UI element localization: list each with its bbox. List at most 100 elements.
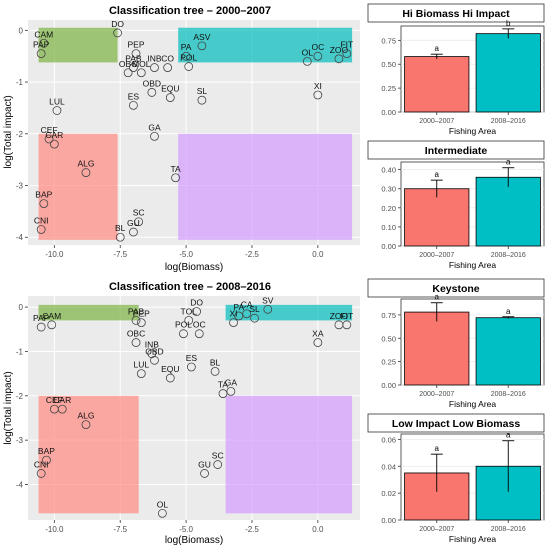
data-point xyxy=(136,318,146,328)
data-point xyxy=(218,389,228,398)
y-tick-label: -2 xyxy=(16,130,24,139)
x-tick-label: 2000–2007 xyxy=(419,118,454,125)
tree-regions xyxy=(38,27,353,240)
data-point-label: OL xyxy=(157,499,169,509)
y-tick-label: -3 xyxy=(16,436,24,445)
y-tick-label: -1 xyxy=(16,78,24,87)
y-tick-label: 0.40 xyxy=(381,166,396,175)
chart-title: Classification tree – 2000–2007 xyxy=(109,5,271,17)
significance-letter: b xyxy=(506,19,511,28)
bar-panel: Keystone 0.00 0.25 0.50 0.75 a 2000–2007 a 2008–… xyxy=(367,278,545,409)
data-point xyxy=(184,315,194,325)
bar-panel: Intermediate 0.00 0.10 0.20 0.30 0.40 a 2000–20… xyxy=(367,140,545,270)
data-point xyxy=(334,54,344,64)
data-point-label: GU xyxy=(198,459,211,469)
y-tick-label: -4 xyxy=(16,481,24,490)
data-point-label: TA xyxy=(170,164,181,174)
data-point-label: EQU xyxy=(161,364,179,374)
y-tick-label: 0.00 xyxy=(381,381,396,390)
x-tick-label: 0.0 xyxy=(312,525,324,534)
tree-region xyxy=(225,304,353,321)
x-tick-label: 2000–2007 xyxy=(419,252,454,259)
y-tick-label: 0.00 xyxy=(381,108,396,117)
chart-title: Hi Biomass Hi Impact xyxy=(402,8,510,20)
data-point-label: CAR xyxy=(45,130,63,140)
data-point xyxy=(165,93,175,102)
y-tick-label: 0.25 xyxy=(381,358,396,367)
data-point-label: PAB xyxy=(128,306,145,316)
data-point xyxy=(136,369,146,379)
data-point xyxy=(134,217,144,227)
y-tick-label: -3 xyxy=(16,182,24,191)
data-point-label: GA xyxy=(148,122,161,132)
data-point xyxy=(263,304,273,314)
x-tick-label: -10.0 xyxy=(45,525,64,534)
x-tick-label: 2000–2007 xyxy=(419,526,454,533)
bar xyxy=(475,33,541,113)
y-tick-label: 0.30 xyxy=(381,185,396,194)
data-point-label: CAM xyxy=(42,311,61,321)
data-point xyxy=(234,311,244,321)
data-point-label: CEF xyxy=(46,395,63,405)
data-point-label: ZOO xyxy=(330,45,349,55)
data-point-label: POL xyxy=(175,320,192,330)
data-point-label: BL xyxy=(115,223,126,233)
data-point xyxy=(197,41,207,51)
data-point xyxy=(213,460,223,469)
data-point-label: CNI xyxy=(34,459,49,469)
data-point xyxy=(42,455,51,465)
data-point xyxy=(147,88,157,97)
data-point xyxy=(150,63,159,72)
data-point xyxy=(342,49,352,59)
data-point xyxy=(81,168,91,177)
chart-title: Low Impact Low Biomass xyxy=(392,418,521,430)
x-tick-label: -5.0 xyxy=(179,250,193,259)
x-axis-label: log(Biomass) xyxy=(165,535,223,546)
significance-letter: a xyxy=(435,293,440,302)
data-point-label: LUL xyxy=(134,360,150,370)
y-tick-label: 0.10 xyxy=(381,223,396,232)
data-point-label: CA xyxy=(241,300,253,310)
panel-title-box xyxy=(367,140,545,160)
data-point-label: ALG xyxy=(77,159,94,169)
y-tick-label: 0.50 xyxy=(381,60,396,69)
data-point-label: BAP xyxy=(35,190,52,200)
data-point xyxy=(36,469,46,478)
y-tick-label: 0.00 xyxy=(381,242,396,251)
data-point xyxy=(313,51,323,61)
data-point xyxy=(123,68,133,78)
data-point xyxy=(210,367,220,376)
data-point-label: CEF xyxy=(41,125,58,135)
chart-title: Keystone xyxy=(432,283,479,295)
data-point xyxy=(150,355,159,365)
data-point xyxy=(186,362,196,372)
data-point-label: PA xyxy=(181,42,192,52)
significance-letter: a xyxy=(506,307,511,316)
data-point-label: LUL xyxy=(49,97,65,107)
data-point xyxy=(242,309,252,319)
data-point-label: OBC xyxy=(127,329,145,339)
data-point-label: PEP xyxy=(128,40,145,50)
data-point-label: SC xyxy=(133,208,145,218)
data-point-label: XI xyxy=(230,309,238,319)
data-point-label: ES xyxy=(128,91,140,101)
bar xyxy=(404,188,470,247)
x-tick-labels: -10.0 -7.5 -5.0 -2.5 0.0 xyxy=(45,520,324,534)
x-axis-label: Fishing Area xyxy=(449,399,497,409)
data-point-label: XA xyxy=(312,329,324,339)
data-point-label: XI xyxy=(314,81,322,91)
significance-letter: a xyxy=(435,44,440,53)
y-tick-label: 0.02 xyxy=(381,489,396,498)
data-point-label: PEP xyxy=(133,309,150,319)
data-point-label: OC xyxy=(311,42,324,52)
bar xyxy=(404,56,470,113)
data-point-label: TA xyxy=(218,380,229,390)
data-point xyxy=(49,139,59,149)
bar-panels: Hi Biomass Hi Impact 0.00 0.25 0.50 0.75 a 200… xyxy=(367,3,545,544)
data-point xyxy=(36,225,46,234)
bar xyxy=(475,176,541,247)
data-point-label: ASV xyxy=(193,32,210,42)
data-point xyxy=(81,420,91,430)
